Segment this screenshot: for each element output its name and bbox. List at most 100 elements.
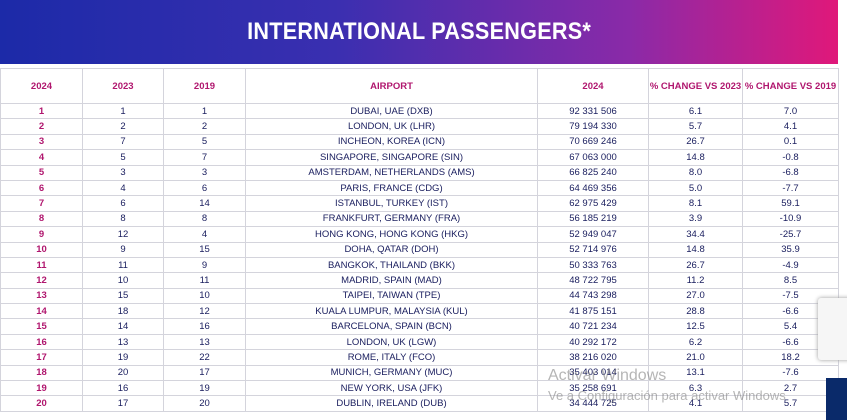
- cell: 11: [163, 272, 246, 289]
- cell: TAIPEI, TAIWAN (TPE): [245, 287, 538, 305]
- cell: 28.8: [648, 303, 743, 320]
- cell: 4: [0, 149, 83, 166]
- cell: 8: [82, 210, 164, 228]
- cell: SINGAPORE, SINGAPORE (SIN): [245, 149, 538, 166]
- column-header: 2024: [537, 68, 649, 104]
- cell: 59.1: [742, 195, 839, 212]
- cell: NEW YORK, USA (JFK): [245, 380, 538, 397]
- cell: 10: [82, 272, 164, 289]
- cell: ISTANBUL, TURKEY (IST): [245, 195, 538, 212]
- cell: 12: [0, 272, 83, 289]
- cell: 1: [82, 102, 164, 120]
- cell: 17: [0, 349, 83, 366]
- cell: LONDON, UK (LGW): [245, 333, 538, 351]
- cell: 17: [163, 364, 246, 382]
- cell: 70 669 246: [537, 133, 649, 151]
- cell: MUNICH, GERMANY (MUC): [245, 364, 538, 382]
- cell: 7: [0, 195, 83, 212]
- cell: -0.8: [742, 149, 839, 166]
- cell: 8: [0, 210, 83, 228]
- table-row: 1 1 1 DUBAI, UAE (DXB) 92 331 506 6.1 7.0: [0, 102, 839, 120]
- cell: FRANKFURT, GERMANY (FRA): [245, 210, 538, 228]
- cell: -4.9: [742, 256, 839, 274]
- table-row: 12 10 11 MADRID, SPAIN (MAD) 48 722 795 11.2 8…: [0, 272, 839, 289]
- cell: 8: [163, 210, 246, 228]
- column-header: % CHANGE VS 2023: [648, 68, 743, 104]
- cell: 16: [82, 380, 164, 397]
- cell: 12: [82, 226, 164, 243]
- cell: 5: [0, 164, 83, 181]
- recaptcha-badge[interactable]: [818, 298, 847, 360]
- cell: 19: [0, 380, 83, 397]
- cell: 10: [163, 287, 246, 305]
- table-row: 14 18 12 KUALA LUMPUR, MALAYSIA (KUL) 41 875…: [0, 303, 839, 320]
- cell: 13: [82, 333, 164, 351]
- cell: PARIS, FRANCE (CDG): [245, 179, 538, 197]
- cell: 2: [0, 118, 83, 135]
- cell: MADRID, SPAIN (MAD): [245, 272, 538, 289]
- cell: 15: [0, 318, 83, 335]
- table-row: 9 12 4 HONG KONG, HONG KONG (HKG) 52 949 047…: [0, 226, 839, 243]
- cell: INCHEON, KOREA (ICN): [245, 133, 538, 151]
- cell: 11: [82, 256, 164, 274]
- table-row: 11 11 9 BANGKOK, THAILAND (BKK) 50 333 763 26…: [0, 256, 839, 274]
- cell: DUBLIN, IRELAND (DUB): [245, 395, 538, 412]
- cell: -7.7: [742, 179, 839, 197]
- cell: 17: [82, 395, 164, 412]
- column-header: AIRPORT: [245, 68, 538, 104]
- table-row: 17 19 22 ROME, ITALY (FCO) 38 216 020 21.0 18.…: [0, 349, 839, 366]
- cell: 20: [0, 395, 83, 412]
- cell: 40 721 234: [537, 318, 649, 335]
- table-row: 3 7 5 INCHEON, KOREA (ICN) 70 669 246 26.7 0.1: [0, 133, 839, 151]
- cell: 12.5: [648, 318, 743, 335]
- column-header: % CHANGE VS 2019: [742, 68, 839, 104]
- cell: 38 216 020: [537, 349, 649, 366]
- watermark-line: Activar Windows: [548, 367, 667, 384]
- cell: 44 743 298: [537, 287, 649, 305]
- cell: 2.7: [742, 380, 839, 397]
- cell: 13: [0, 287, 83, 305]
- cell: 64 469 356: [537, 179, 649, 197]
- ranking-table: 2024 2023 2019 AIRPORT 2024% CHANGE VS 2023%…: [0, 68, 839, 412]
- cell: 67 063 000: [537, 149, 649, 166]
- header-row: 2024 2023 2019 AIRPORT 2024% CHANGE VS 2023%…: [0, 68, 839, 104]
- cell: 5: [163, 133, 246, 151]
- cell: 6.2: [648, 333, 743, 351]
- cell: 11: [0, 256, 83, 274]
- cell: -6.6: [742, 303, 839, 320]
- cell: 8.5: [742, 272, 839, 289]
- cell: HONG KONG, HONG KONG (HKG): [245, 226, 538, 243]
- table-row: 5 3 3 AMSTERDAM, NETHERLANDS (AMS) 66 825 24…: [0, 164, 839, 181]
- cell: KUALA LUMPUR, MALAYSIA (KUL): [245, 303, 538, 320]
- table-row: 18 20 17 MUNICH, GERMANY (MUC) 35 403 014 13.…: [0, 364, 839, 382]
- cell: 0.1: [742, 133, 839, 151]
- cell: 2: [82, 118, 164, 135]
- cell: 4: [82, 179, 164, 197]
- cell: 7.0: [742, 102, 839, 120]
- cell: 3: [0, 133, 83, 151]
- cell: 50 333 763: [537, 256, 649, 274]
- cell: 41 875 151: [537, 303, 649, 320]
- cell: 14.8: [648, 241, 743, 258]
- cell: 6: [82, 195, 164, 212]
- cell: -7.5: [742, 287, 839, 305]
- banner: INTERNATIONAL PASSENGERS*: [0, 0, 838, 64]
- title: INTERNATIONAL PASSENGERS*: [247, 18, 591, 45]
- table-row: 6 4 6 PARIS, FRANCE (CDG) 64 469 356 5.0 -7.7: [0, 179, 839, 197]
- cell: 19: [163, 380, 246, 397]
- cell: 35 403 014: [537, 364, 649, 382]
- cell: 48 722 795: [537, 272, 649, 289]
- cell: -10.9: [742, 210, 839, 228]
- table-row: 10 9 15 DOHA, QATAR (DOH) 52 714 976 14.8 35.9: [0, 241, 839, 258]
- cell: BANGKOK, THAILAND (BKK): [245, 256, 538, 274]
- cell: 20: [163, 395, 246, 412]
- cell: BARCELONA, SPAIN (BCN): [245, 318, 538, 335]
- cell: 35 258 691: [537, 380, 649, 397]
- cell: 92 331 506: [537, 102, 649, 120]
- cell: 56 185 219: [537, 210, 649, 228]
- cell: 15: [163, 241, 246, 258]
- cell: 1: [163, 102, 246, 120]
- windows-watermark: Activar Windows Ve a Configuración para …: [548, 366, 786, 406]
- cell: 4: [163, 226, 246, 243]
- table-row: 8 8 8 FRANKFURT, GERMANY (FRA) 56 185 219 3.9…: [0, 210, 839, 228]
